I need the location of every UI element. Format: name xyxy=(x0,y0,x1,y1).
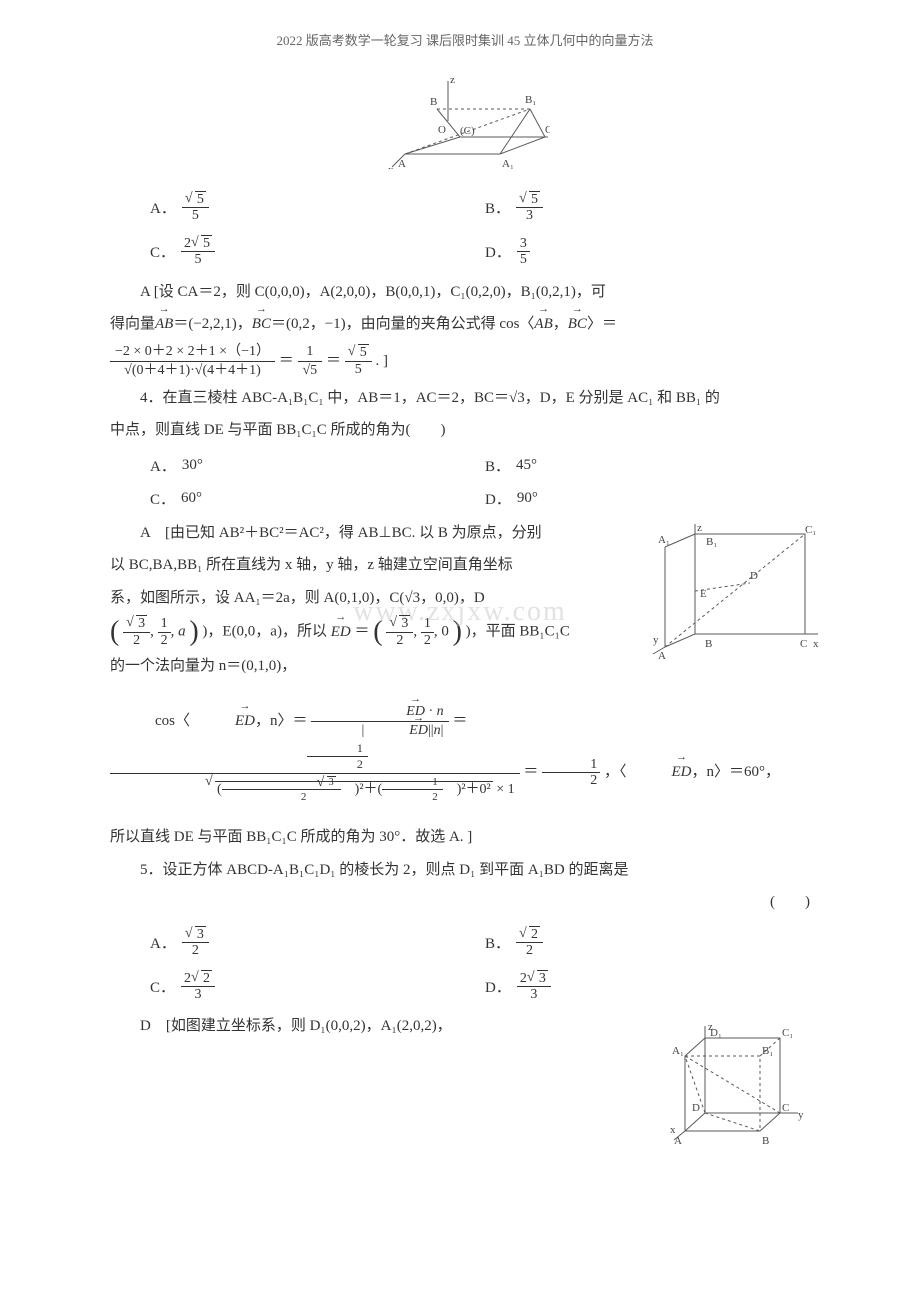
prism-svg: B z B₁ C₁ y A₁ A x (C) O xyxy=(380,69,550,169)
q4-option-a: A．30° xyxy=(150,449,485,482)
q3-solution-line1: A [设 CA＝2，则 C(0,0,0)，A(2,0,0)，B(0,0,1)，C… xyxy=(110,278,820,307)
svg-text:x: x xyxy=(388,164,394,169)
option-text: 45° xyxy=(516,457,537,474)
option-text: 60° xyxy=(181,490,202,507)
text: )，平面 BB₁C₁C xyxy=(466,624,570,640)
text: ，n〉＝60°， xyxy=(691,764,780,780)
text: ，n〉＝ xyxy=(255,713,308,729)
q4-stem-line2: 中点，则直线 DE 与平面 BB₁C₁C 所成的角为( ) xyxy=(110,416,820,445)
vector-BC: BC xyxy=(568,310,587,339)
q5-options: A． 32 B． 22 C． 223 D． 233 xyxy=(150,921,820,1009)
svg-text:B₁: B₁ xyxy=(525,94,536,106)
q3-fraction-line: −2 × 0＋2 × 2＋1 ×（−1） √(0＋4＋1)·√(4＋4＋1) ＝… xyxy=(110,343,820,380)
q5-option-b: B． 22 xyxy=(485,921,820,965)
svg-text:A₁: A₁ xyxy=(658,534,670,546)
svg-text:A₁: A₁ xyxy=(502,158,514,169)
option-label: D． xyxy=(485,241,511,262)
svg-text:B₁: B₁ xyxy=(706,536,717,548)
text: 得向量 xyxy=(110,316,155,332)
page-header: 2022 版高考数学一轮复习 课后限时集训 45 立体几何中的向量方法 xyxy=(110,30,820,49)
q3-option-c: C． 255 xyxy=(150,230,485,274)
equals: ＝ xyxy=(354,624,369,640)
fraction-denominator: √5 xyxy=(298,362,323,380)
q3-solution-line2: 得向量AB＝(−2,2,1)，BC＝(0,2，−1)，由向量的夹角公式得 cos… xyxy=(110,310,820,339)
q5-stem: 5．设正方体 ABCD-A₁B₁C₁D₁ 的棱长为 2，则点 D₁ 到平面 A₁… xyxy=(110,856,820,885)
text: ， xyxy=(553,316,568,332)
svg-text:D: D xyxy=(750,570,758,582)
text: cos〈 xyxy=(155,713,190,729)
vector-BC: BC xyxy=(252,310,271,339)
svg-text:A₁: A₁ xyxy=(672,1045,684,1057)
vector-ED: ED xyxy=(331,618,351,647)
q4-stem-line1: 4．在直三棱柱 ABC-A₁B₁C₁ 中，AB＝1，AC＝2，BC＝√3，D，E… xyxy=(110,384,820,413)
option-text: 90° xyxy=(517,490,538,507)
text: 〉＝ xyxy=(587,316,617,332)
equals: ＝ xyxy=(452,713,467,729)
svg-text:A: A xyxy=(674,1135,682,1147)
q5-option-d: D． 233 xyxy=(485,965,820,1009)
svg-text:(C): (C) xyxy=(460,125,475,137)
svg-text:x: x xyxy=(813,638,819,650)
text: ＝(−2,2,1)， xyxy=(173,316,251,332)
tail: . ] xyxy=(375,353,388,369)
svg-text:B: B xyxy=(430,96,437,108)
figure-q5: z D₁ C₁ A₁ B₁ D C y A x B xyxy=(670,1018,820,1153)
cube-svg: z D₁ C₁ A₁ B₁ D C y A x B xyxy=(670,1018,820,1148)
equals: ＝ xyxy=(326,353,341,369)
svg-text:z: z xyxy=(697,522,702,534)
vector-ED: ED xyxy=(190,707,255,736)
equals: ＝ xyxy=(523,764,538,780)
svg-text:A: A xyxy=(658,650,666,659)
svg-text:A: A xyxy=(398,158,406,169)
svg-text:O: O xyxy=(438,124,446,136)
svg-text:B: B xyxy=(705,638,712,650)
q4-cos-line: cos〈ED，n〉＝ ED · n |ED||n| ＝ 12 (32 )²＋(1… xyxy=(110,703,820,806)
q5-option-a: A． 32 xyxy=(150,921,485,965)
svg-text:C₁: C₁ xyxy=(782,1027,793,1039)
q3-option-d: D． 35 xyxy=(485,230,820,274)
text: )，E(0,0，a)，所以 xyxy=(202,624,327,640)
option-text: 30° xyxy=(182,457,203,474)
vector-AB: AB xyxy=(155,310,173,339)
text: ＝(0,2，−1)，由向量的夹角公式得 cos〈 xyxy=(271,316,534,332)
q4-options: A．30° B．45° C．60° D．90° xyxy=(150,449,820,515)
option-label: A． xyxy=(150,197,176,218)
q5-paren: ( ) xyxy=(110,888,820,917)
q4-conclusion: 所以直线 DE 与平面 BB₁C₁C 所成的角为 30°．故选 A. ] xyxy=(110,823,820,852)
svg-text:C₁: C₁ xyxy=(805,524,816,536)
svg-text:E: E xyxy=(700,588,707,600)
figure-q4: A₁ z B₁ C₁ D E y A B C x xyxy=(650,519,820,664)
svg-text:C: C xyxy=(800,638,807,650)
prism2-svg: A₁ z B₁ C₁ D E y A B C x xyxy=(650,519,820,659)
page: 2022 版高考数学一轮复习 课后限时集训 45 立体几何中的向量方法 B z … xyxy=(0,0,920,1302)
svg-text:D₁: D₁ xyxy=(710,1027,722,1039)
svg-text:x: x xyxy=(670,1124,676,1136)
equals: ＝ xyxy=(279,353,294,369)
option-label: B． xyxy=(485,197,510,218)
figure-q3: B z B₁ C₁ y A₁ A x (C) O xyxy=(110,69,820,174)
fraction-numerator: 1 xyxy=(298,343,323,362)
q3-option-b: B． 53 xyxy=(485,186,820,230)
vector-ED: ED xyxy=(626,758,691,787)
fraction-numerator: −2 × 0＋2 × 2＋1 ×（−1） xyxy=(110,343,275,362)
q4-option-d: D．90° xyxy=(485,482,820,515)
option-label: C． xyxy=(150,241,175,262)
q4-option-c: C．60° xyxy=(150,482,485,515)
vector-AB: AB xyxy=(534,310,552,339)
q3-option-a: A． 55 xyxy=(150,186,485,230)
svg-text:z: z xyxy=(450,74,455,86)
svg-text:D: D xyxy=(692,1102,700,1114)
q4-option-b: B．45° xyxy=(485,449,820,482)
q3-options: A． 55 B． 53 C． 255 D． 35 xyxy=(150,186,820,274)
svg-text:B: B xyxy=(762,1135,769,1147)
svg-text:C: C xyxy=(782,1102,789,1114)
svg-text:y: y xyxy=(798,1109,804,1121)
svg-text:B₁: B₁ xyxy=(762,1045,773,1057)
svg-text:y: y xyxy=(653,634,659,646)
fraction-denominator: √(0＋4＋1)·√(4＋4＋1) xyxy=(110,362,275,380)
q5-option-c: C． 223 xyxy=(150,965,485,1009)
text: ，〈 xyxy=(604,764,627,780)
